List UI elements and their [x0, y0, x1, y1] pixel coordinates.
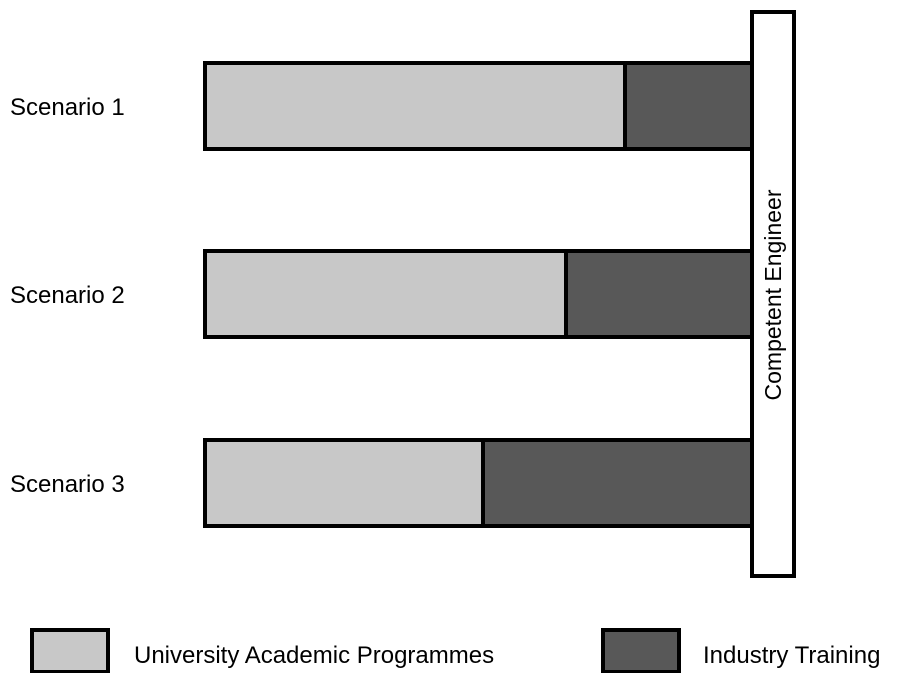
industry-segment-3 [481, 438, 754, 528]
goal-bar [750, 10, 796, 578]
scenario-label-2: Scenario 2 [10, 282, 125, 309]
legend-industry-label: Industry Training [703, 642, 880, 669]
academic-segment-3 [203, 438, 485, 528]
legend-industry-swatch [601, 628, 681, 673]
legend-academic-swatch [30, 628, 110, 673]
scenario-row-1: Scenario 1 [10, 61, 754, 151]
academic-segment-1 [203, 61, 627, 151]
competent-engineer-box: Competent Engineer [750, 10, 796, 578]
academic-segment-2 [203, 249, 568, 339]
scenario-row-2: Scenario 2 [10, 249, 754, 339]
scenario-label-3: Scenario 3 [10, 471, 125, 498]
industry-segment-1 [623, 61, 754, 151]
scenario-label-1: Scenario 1 [10, 94, 125, 121]
legend-academic-label: University Academic Programmes [134, 642, 494, 669]
scenario-row-3: Scenario 3 [10, 438, 754, 528]
competent-engineer-label: Competent Engineer [760, 189, 786, 400]
legend: University Academic Programmes Industry … [30, 628, 880, 673]
industry-segment-2 [564, 249, 754, 339]
